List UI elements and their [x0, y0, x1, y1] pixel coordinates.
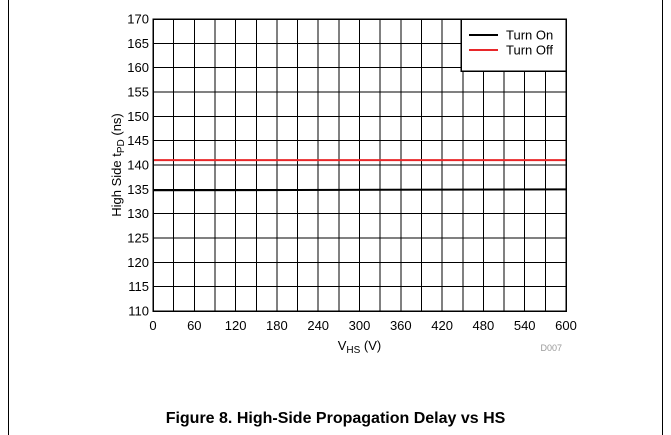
y-tick-label: 145 [127, 133, 149, 148]
series-line-1 [152, 188, 567, 192]
series-layer [152, 159, 567, 192]
x-tick-label: 420 [431, 318, 453, 333]
y-tick-label: 170 [127, 12, 149, 27]
y-tick-label: 155 [127, 85, 149, 100]
y-tick-label: 115 [128, 279, 149, 294]
y-tick-label: 150 [127, 109, 149, 124]
figure-caption: Figure 8. High-Side Propagation Delay vs… [165, 410, 506, 427]
x-tick-label: 480 [473, 318, 495, 333]
y-tick-label: 125 [127, 231, 149, 246]
y-tick-label: 120 [127, 255, 149, 270]
x-tick-label: 60 [187, 318, 201, 333]
x-tick-label: 120 [225, 318, 247, 333]
x-tick-label: 240 [307, 318, 329, 333]
plot-border [152, 18, 567, 312]
y-axis-label: High Side tPD (ns) [109, 113, 127, 217]
x-tick-label: 180 [266, 318, 288, 333]
axes [152, 18, 567, 312]
y-tick-label: 160 [127, 60, 149, 75]
x-tick-label: 600 [555, 318, 577, 333]
x-tick-label: 300 [349, 318, 371, 333]
legend-label-2: Turn Off [506, 43, 553, 58]
labels: 110 115 120 125 130 135 140 145 150 155 160 165 170 0… [109, 12, 577, 357]
figure-id-annotation: D007 [540, 343, 562, 353]
y-tick-label: 165 [127, 36, 149, 51]
y-tick-label: 140 [127, 158, 149, 173]
x-tick-label: 0 [149, 318, 156, 333]
legend-label-1: Turn On [506, 28, 553, 43]
x-tick-label: 540 [514, 318, 536, 333]
y-tick-label: 130 [127, 206, 149, 221]
y-tick-label: 135 [127, 182, 149, 197]
x-tick-label: 360 [390, 318, 412, 333]
frame-right-border [662, 0, 663, 435]
y-tick-label: 110 [128, 304, 149, 319]
frame-left-border [8, 0, 9, 435]
x-axis-label: VHS (V) [338, 338, 382, 356]
legend-box [460, 18, 567, 72]
